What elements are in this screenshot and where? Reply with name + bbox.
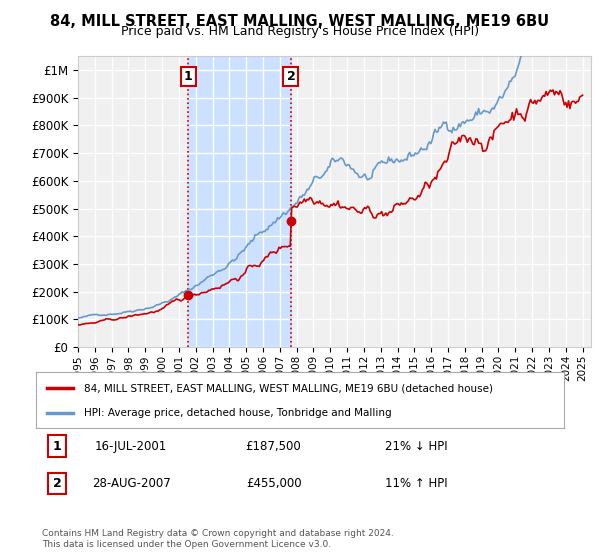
Text: £187,500: £187,500: [246, 440, 301, 453]
Text: HPI: Average price, detached house, Tonbridge and Malling: HPI: Average price, detached house, Tonb…: [83, 408, 391, 418]
Text: 1: 1: [184, 70, 193, 83]
Text: 21% ↓ HPI: 21% ↓ HPI: [385, 440, 448, 453]
Text: 28-AUG-2007: 28-AUG-2007: [92, 477, 170, 490]
Text: Contains HM Land Registry data © Crown copyright and database right 2024.
This d: Contains HM Land Registry data © Crown c…: [42, 529, 394, 549]
Bar: [188, 56, 291, 347]
Text: 11% ↑ HPI: 11% ↑ HPI: [385, 477, 448, 490]
Text: 16-JUL-2001: 16-JUL-2001: [95, 440, 167, 453]
Text: Price paid vs. HM Land Registry's House Price Index (HPI): Price paid vs. HM Land Registry's House …: [121, 25, 479, 38]
Text: 2: 2: [287, 70, 295, 83]
Text: 84, MILL STREET, EAST MALLING, WEST MALLING, ME19 6BU: 84, MILL STREET, EAST MALLING, WEST MALL…: [50, 14, 550, 29]
Text: 2: 2: [53, 477, 61, 490]
Text: £455,000: £455,000: [246, 477, 301, 490]
Text: 84, MILL STREET, EAST MALLING, WEST MALLING, ME19 6BU (detached house): 84, MILL STREET, EAST MALLING, WEST MALL…: [83, 383, 493, 393]
Text: 1: 1: [53, 440, 61, 453]
